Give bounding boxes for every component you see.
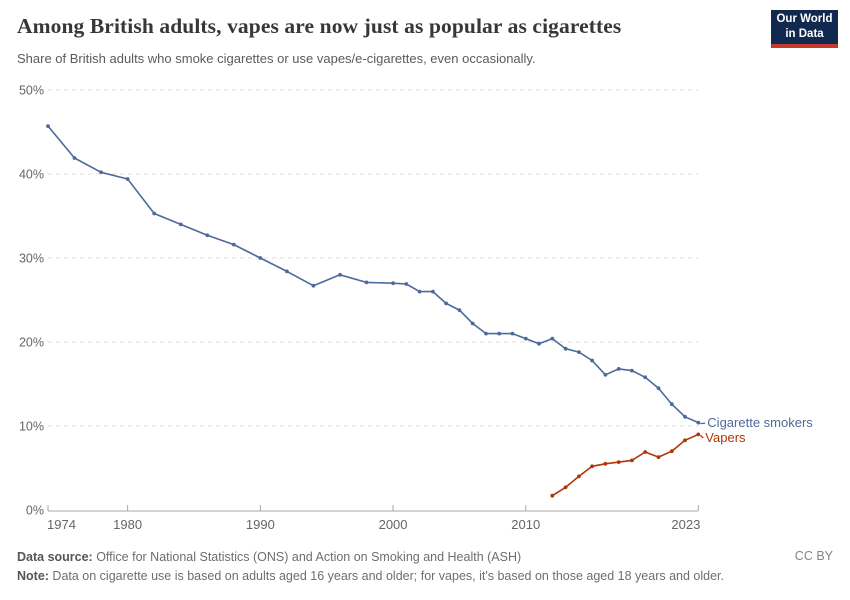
cigarette-smokers-point[interactable] xyxy=(590,358,594,363)
cigarette-smokers-point[interactable] xyxy=(577,350,581,354)
x-axis-tick-label: 2023 xyxy=(671,517,700,532)
vapers-point[interactable] xyxy=(590,464,594,469)
y-axis-tick-label: 20% xyxy=(19,336,44,350)
vapers-point[interactable] xyxy=(643,450,648,454)
vapers-point[interactable] xyxy=(603,461,608,466)
cigarette-smokers-point[interactable] xyxy=(656,386,661,391)
chart-subtitle: Share of British adults who smoke cigare… xyxy=(17,51,536,66)
cigarette-smokers-point[interactable] xyxy=(550,336,555,341)
page-title: Among British adults, vapes are now just… xyxy=(17,14,622,38)
cigarette-smokers-point[interactable] xyxy=(510,331,515,336)
cigarette-smokers-point[interactable] xyxy=(630,368,634,373)
cigarette-smokers-point[interactable] xyxy=(404,282,409,286)
chart-footer: Data source: Office for National Statist… xyxy=(17,548,777,586)
cigarette-smokers-point[interactable] xyxy=(125,177,130,181)
cigarette-smokers-point[interactable] xyxy=(364,280,369,285)
owid-logo[interactable]: Our World in Data xyxy=(771,10,838,48)
y-axis-tick-label: 30% xyxy=(19,252,44,266)
note-line: Note: Data on cigarette use is based on … xyxy=(17,567,777,586)
cigarette-smokers-point[interactable] xyxy=(338,272,342,277)
license-link[interactable]: CC BY xyxy=(794,549,833,563)
vapers-label-connector xyxy=(699,434,704,439)
y-axis-tick-label: 0% xyxy=(26,504,44,518)
vapers-point[interactable] xyxy=(550,493,555,498)
note-label: Note: xyxy=(17,569,49,583)
cigarette-smokers-point[interactable] xyxy=(99,170,103,175)
cigarette-smokers-point[interactable] xyxy=(696,420,701,425)
cigarette-smokers-point[interactable] xyxy=(285,269,289,274)
vapers-point[interactable] xyxy=(616,460,621,464)
data-source-line: Data source: Office for National Statist… xyxy=(17,548,777,567)
cigarette-smokers-point[interactable] xyxy=(484,331,488,336)
y-axis-tick-label: 50% xyxy=(19,84,44,98)
vapers-point[interactable] xyxy=(656,455,661,459)
owid-logo-line2: in Data xyxy=(785,28,824,40)
cigarette-smokers-point[interactable] xyxy=(417,289,422,294)
cigarette-smokers-point[interactable] xyxy=(470,321,475,326)
cigarette-smokers-point[interactable] xyxy=(563,346,568,351)
y-axis-tick-label: 40% xyxy=(19,168,44,182)
cigarette-smokers-point[interactable] xyxy=(683,414,687,419)
cigarette-smokers-point[interactable] xyxy=(231,242,236,247)
cigarette-smokers-point[interactable] xyxy=(152,211,157,216)
cigarette-smokers-point[interactable] xyxy=(616,367,621,371)
vapers-point[interactable] xyxy=(683,438,687,443)
vapers-line[interactable] xyxy=(551,433,700,497)
x-axis-tick-label: 1974 xyxy=(47,517,76,532)
y-axis-tick-label: 10% xyxy=(19,420,44,434)
data-source-text: Office for National Statistics (ONS) and… xyxy=(92,550,522,564)
vapers-point[interactable] xyxy=(577,474,581,479)
x-axis-tick-label: 1990 xyxy=(246,517,275,532)
x-axis-tick-label: 2000 xyxy=(379,517,408,532)
x-axis-tick-label: 2010 xyxy=(511,517,540,532)
cigarette-smokers-point[interactable] xyxy=(72,156,77,160)
cigarette-smokers-point[interactable] xyxy=(391,281,395,286)
cigarette-smokers-point[interactable] xyxy=(603,372,608,377)
x-axis-tick-label: 1980 xyxy=(113,517,142,532)
cigarette-smokers-point[interactable] xyxy=(537,341,541,346)
cigarette-smokers-point[interactable] xyxy=(457,308,462,312)
cigarette-smokers-point[interactable] xyxy=(178,222,183,227)
cigarette-smokers-line[interactable] xyxy=(47,125,700,424)
cigarette-smokers-point[interactable] xyxy=(523,336,528,341)
vapers-point[interactable] xyxy=(669,449,674,454)
cigarette-smokers-label[interactable]: Cigarette smokers xyxy=(707,415,813,430)
cigarette-smokers-point[interactable] xyxy=(497,331,502,336)
data-source-label: Data source: xyxy=(17,550,93,564)
cigarette-smokers-point[interactable] xyxy=(205,233,210,238)
owid-logo-line1: Our World xyxy=(776,13,833,26)
note-text: Data on cigarette use is based on adults… xyxy=(48,569,725,583)
cigarette-smokers-point[interactable] xyxy=(431,289,435,294)
cigarette-smokers-point[interactable] xyxy=(311,283,316,288)
cigarette-smokers-point[interactable] xyxy=(46,124,50,128)
cigarette-smokers-label-connector xyxy=(700,422,706,425)
cigarette-smokers-point[interactable] xyxy=(643,375,648,380)
vapers-point[interactable] xyxy=(563,485,568,490)
vapers-label[interactable]: Vapers xyxy=(705,430,746,445)
vapers-point[interactable] xyxy=(630,458,634,463)
cigarette-smokers-point[interactable] xyxy=(444,301,448,306)
cigarette-smokers-point[interactable] xyxy=(669,402,674,407)
vapers-point[interactable] xyxy=(696,432,701,437)
cigarette-smokers-point[interactable] xyxy=(258,256,263,260)
